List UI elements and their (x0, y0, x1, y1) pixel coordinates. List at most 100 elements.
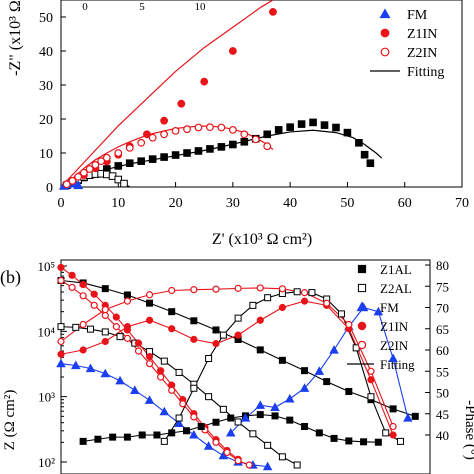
point-z2al-z (278, 453, 286, 461)
point-z2in-phase (79, 320, 87, 329)
inset-tick-label-0: 0 (82, 1, 88, 13)
point-z1al (297, 120, 306, 128)
point-z2in (240, 130, 249, 139)
point-z1al-phase (256, 411, 264, 419)
legend-marker-z1in (357, 321, 367, 331)
y2-tick-label-2: 50 (436, 386, 449, 401)
point-z1in-phase (234, 331, 242, 339)
point-z1in-phase (168, 325, 176, 333)
point-z1al-phase (123, 433, 131, 441)
point-fm-z (189, 429, 199, 439)
point-z2in-z (90, 301, 98, 309)
point-z1in (160, 116, 169, 125)
legend-label-z1in: Z1IN (380, 319, 409, 334)
point-fm-z (100, 368, 111, 378)
point-z2al-phase (264, 294, 272, 302)
point-z1in-phase (145, 316, 154, 324)
y2-tick-label-5: 65 (436, 322, 449, 337)
point-fm-z (262, 461, 273, 471)
point-z2in (125, 143, 134, 152)
point-z2in (183, 125, 191, 134)
point-z1al (217, 143, 226, 151)
point-z2al-phase (249, 301, 257, 309)
point-z2in-z (57, 276, 65, 285)
y-tick-label-0: 0 (46, 181, 53, 196)
legend-marker-z1al (357, 264, 367, 274)
point-z2in-z (134, 347, 143, 355)
y-tick-label-1: 10 (39, 147, 53, 162)
inset-tick-label-1: 5 (139, 1, 145, 13)
point-z1al-z (323, 378, 331, 386)
point-z2al-phase (205, 355, 213, 362)
point-fm-z (85, 363, 96, 373)
point-z2al-z (87, 325, 95, 333)
point-z2al-z (116, 333, 124, 341)
point-z2al-phase (396, 437, 404, 445)
y2-tick-label-7: 75 (436, 279, 449, 294)
legend-label-fm: FM (380, 300, 399, 315)
point-z1in-phase (123, 323, 132, 331)
point-z1al-z (168, 308, 176, 316)
x-tick-label-6: 60 (398, 196, 412, 211)
point-z2in-z (145, 360, 154, 368)
point-z2al-phase (234, 314, 242, 322)
point-z2al-phase (337, 310, 345, 318)
point-z1in (177, 99, 186, 108)
point-z1al (332, 123, 340, 132)
y-tick-label-0: 10² (38, 455, 55, 470)
point-z2in-z (79, 292, 87, 300)
point-z1in-phase (212, 340, 220, 348)
point-fm-z (203, 441, 214, 450)
point-z1al-phase (286, 416, 294, 424)
point-z1al-z (411, 412, 419, 420)
legend-label-fitting: Fitting (407, 65, 444, 80)
point-z1al-phase (345, 437, 353, 445)
point-z1in (228, 47, 237, 55)
point-z1al (286, 123, 294, 131)
point-z2in-phase (367, 367, 375, 375)
point-z1al (355, 139, 363, 147)
legend-marker-fm (379, 8, 391, 19)
point-z1in-z (112, 313, 120, 321)
point-z1in-z (134, 339, 143, 347)
point-z1al (183, 149, 191, 157)
point-z1al-z (256, 346, 264, 354)
legend-label-z2al: Z2AL (380, 281, 412, 296)
point-z1al-z (278, 356, 286, 364)
point-z1al (125, 159, 134, 167)
point-fm (73, 180, 84, 190)
point-z2in (206, 123, 214, 132)
x-tick-label-7: 70 (455, 196, 469, 211)
point-z1al (114, 162, 123, 170)
legend-marker-z2al (357, 283, 367, 293)
panel-b-markers (56, 263, 419, 471)
y2-tick-label-1: 45 (436, 407, 449, 422)
point-z1al-phase (374, 438, 382, 446)
legend-label-fitting: Fitting (380, 357, 415, 372)
point-fm-phase (240, 413, 251, 422)
point-z1al-phase (109, 433, 117, 441)
point-z1al-phase (182, 427, 190, 435)
point-z2al-z (249, 430, 257, 438)
point-z1in-phase (190, 335, 198, 343)
y2-tick-label-3: 55 (436, 364, 449, 379)
point-z2in-phase (323, 299, 331, 307)
point-z2in-z (68, 283, 76, 292)
point-z1al (137, 157, 145, 165)
point-fm-phase (329, 345, 339, 354)
y2-tick-label-8: 80 (436, 258, 449, 273)
y2-tick-label-4: 60 (436, 343, 449, 358)
y2-tick-label-6: 70 (436, 301, 449, 316)
point-z2al-phase (367, 393, 375, 401)
point-z2al-z (234, 418, 242, 426)
point-z2in (80, 168, 88, 177)
point-z2al-z (57, 323, 65, 331)
point-z1in-phase (79, 346, 87, 354)
point-z2in (74, 172, 83, 181)
point-z2in-z (101, 311, 109, 320)
point-z1al-phase (301, 423, 309, 430)
panel-a: 0 10 20 30 40 50 60 70 0 10 20 30 40 50 0 5 10 Z' (x10… (7, 0, 469, 248)
point-fm-z (56, 358, 66, 368)
fit-line-z1in-phase (60, 300, 394, 436)
point-z2al-z (72, 323, 80, 331)
